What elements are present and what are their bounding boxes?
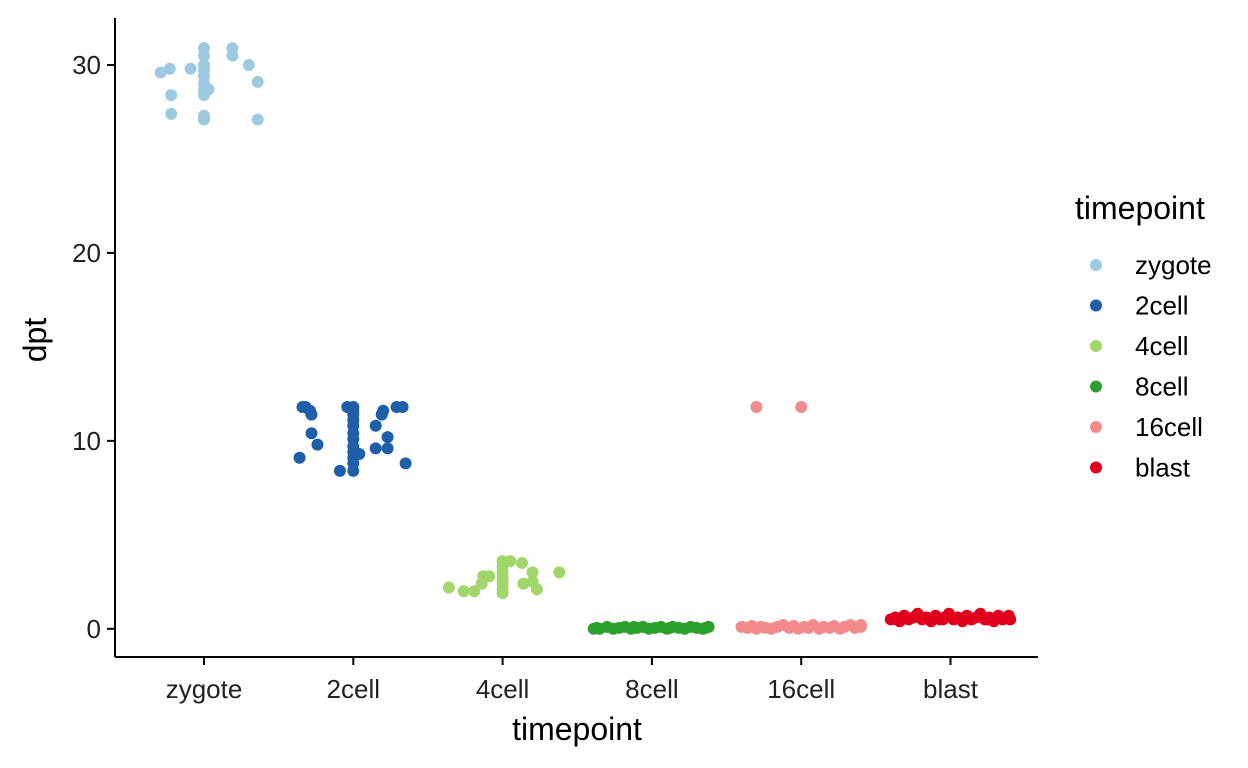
data-point-8cell — [628, 620, 640, 633]
data-point-blast — [890, 613, 903, 626]
x-tick-label: zygote — [166, 674, 243, 704]
data-point-4cell — [483, 570, 496, 583]
legend-label-4cell: 4cell — [1135, 331, 1188, 361]
data-point-2cell — [305, 408, 318, 421]
data-point-8cell — [699, 621, 712, 634]
data-point-4cell — [504, 555, 517, 568]
legend-label-2cell: 2cell — [1135, 291, 1188, 321]
data-point-2cell — [333, 464, 346, 477]
legend-label-8cell: 8cell — [1135, 372, 1188, 402]
legend-key-2cell — [1090, 299, 1102, 312]
legend-label-zygote: zygote — [1135, 250, 1212, 280]
x-axis-ticks: zygote 2cell 4cell 8cell 16cell blast — [166, 657, 979, 704]
data-point-zygote — [165, 107, 178, 120]
data-point-8cell — [590, 621, 603, 634]
legend-title: timepoint — [1075, 190, 1205, 226]
legend-label-blast: blast — [1135, 453, 1191, 483]
x-tick-label: blast — [923, 674, 979, 704]
data-point-4cell — [530, 583, 543, 596]
data-point-16cell — [854, 619, 867, 631]
data-point-blast — [1002, 609, 1015, 622]
data-point-zygote — [163, 62, 176, 75]
legend-items: zygote 2cell 4cell 8cell 16cell blast — [1090, 250, 1212, 483]
data-point-blast — [959, 611, 972, 624]
data-point-2cell — [293, 451, 306, 464]
y-tick-label: 30 — [72, 50, 101, 80]
data-point-4cell — [468, 585, 481, 598]
legend-key-4cell — [1090, 340, 1102, 352]
data-point-zygote — [198, 49, 210, 62]
data-point-zygote — [251, 75, 264, 88]
plot-points — [154, 42, 1017, 635]
data-point-zygote — [198, 113, 210, 126]
data-point-2cell — [353, 448, 366, 460]
data-point-zygote — [242, 59, 255, 71]
data-point-2cell — [396, 401, 409, 413]
data-point-4cell — [457, 585, 470, 598]
x-axis-title: timepoint — [512, 711, 642, 747]
legend-key-zygote — [1090, 259, 1102, 271]
data-point-zygote — [165, 89, 178, 102]
data-point-4cell — [496, 587, 509, 600]
data-point-2cell — [305, 427, 318, 440]
legend: timepoint zygote 2cell 4cell 8cell 16cell bla… — [1075, 190, 1212, 483]
x-tick-label: 8cell — [625, 674, 678, 704]
x-tick-label: 16cell — [767, 674, 835, 704]
data-point-16cell — [795, 401, 808, 413]
data-point-2cell — [369, 442, 382, 455]
data-point-2cell — [347, 464, 360, 477]
y-axis-ticks: 0 10 20 30 — [72, 50, 115, 644]
legend-key-blast — [1090, 461, 1102, 474]
x-tick-label: 2cell — [327, 674, 380, 704]
data-point-2cell — [369, 419, 382, 432]
data-point-2cell — [381, 431, 394, 444]
y-tick-label: 0 — [87, 614, 101, 644]
y-tick-label: 20 — [72, 238, 101, 268]
legend-key-16cell — [1090, 421, 1102, 433]
data-point-2cell — [311, 438, 324, 451]
data-point-2cell — [381, 442, 394, 455]
data-point-8cell — [663, 621, 676, 634]
data-point-4cell — [517, 577, 530, 590]
data-point-blast — [981, 613, 994, 626]
data-point-zygote — [154, 66, 167, 79]
legend-label-16cell: 16cell — [1135, 412, 1203, 442]
data-point-blast — [937, 613, 949, 626]
data-point-zygote — [184, 62, 197, 75]
data-point-16cell — [750, 401, 763, 413]
data-point-4cell — [553, 566, 566, 579]
data-point-blast — [914, 611, 927, 624]
data-point-4cell — [526, 566, 539, 579]
y-tick-label: 10 — [72, 426, 101, 456]
y-axis-title: dpt — [17, 318, 53, 363]
data-point-zygote — [226, 49, 239, 62]
legend-key-8cell — [1090, 380, 1102, 393]
data-point-4cell — [516, 557, 528, 569]
data-point-zygote — [251, 113, 264, 126]
data-point-2cell — [399, 457, 412, 470]
x-tick-label: 4cell — [476, 674, 529, 704]
data-point-4cell — [442, 581, 455, 594]
data-point-2cell — [377, 404, 390, 417]
data-point-zygote — [202, 83, 215, 96]
